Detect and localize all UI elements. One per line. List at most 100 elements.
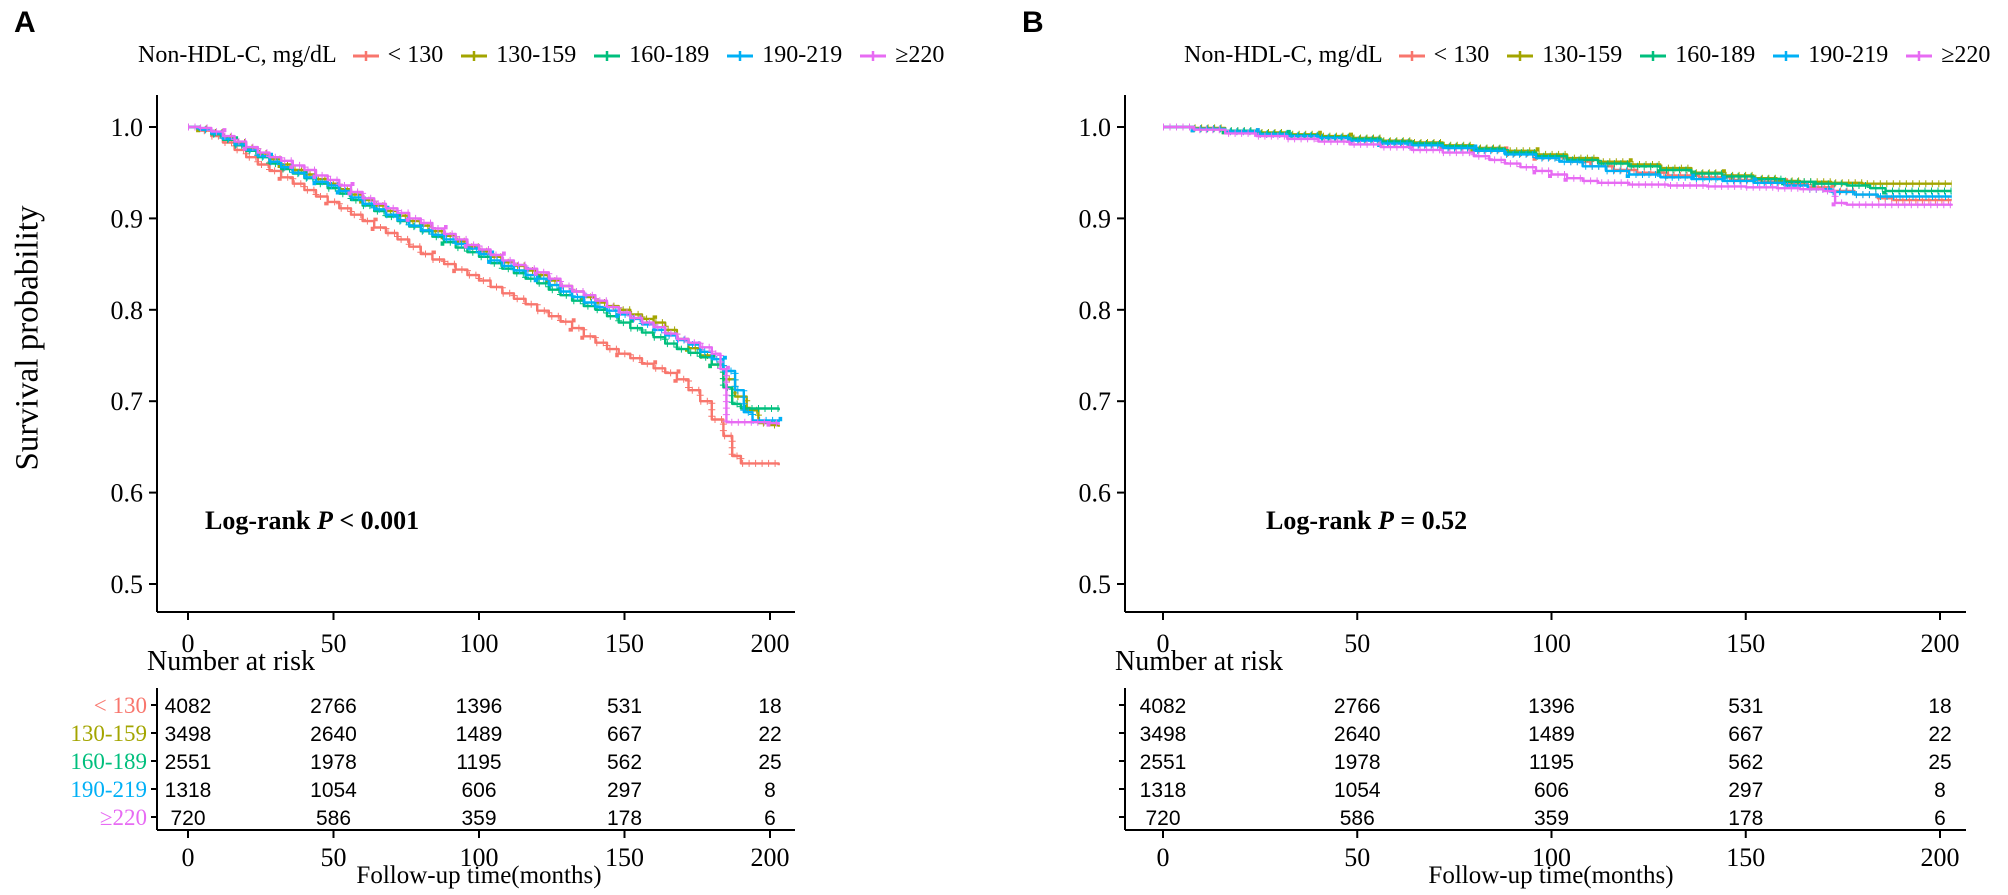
legend-item-label: ≥220 xyxy=(895,42,945,68)
y-tick-label: 0.6 xyxy=(1079,479,1112,508)
legend-key-icon xyxy=(1398,50,1425,61)
risk-value: 720 xyxy=(170,807,205,830)
risk-row-label: < 130 xyxy=(94,693,147,718)
risk-value: 4082 xyxy=(1140,695,1187,718)
risk-value: 1489 xyxy=(456,723,503,746)
y-tick-label: 1.0 xyxy=(1079,113,1112,142)
risk-value: 2551 xyxy=(165,751,212,774)
legend-key-icon xyxy=(1640,50,1667,61)
legend-key-icon xyxy=(594,50,621,61)
risk-value: 1489 xyxy=(1528,723,1575,746)
x-tick-label: 0 xyxy=(1157,629,1170,658)
x-tick-label: 50 xyxy=(1344,629,1370,658)
risk-value: 359 xyxy=(461,807,496,830)
risk-row-label: ≥220 xyxy=(100,805,147,830)
risk-value: 2640 xyxy=(1334,723,1381,746)
risk-value: 531 xyxy=(607,695,642,718)
risk-value: 25 xyxy=(758,751,781,774)
km-censor-ticks xyxy=(188,123,783,467)
number-at-risk-title-B: Number at risk xyxy=(1115,646,1283,677)
risk-value: 6 xyxy=(764,807,776,830)
logrank-annotation-A: Log-rank P < 0.001 xyxy=(205,506,420,535)
y-tick-label: 0.5 xyxy=(111,570,144,599)
x-tick-label: 150 xyxy=(1726,629,1765,658)
panel-A: A Non-HDL-C, mg/dL < 130 130-159 160-189 19… xyxy=(10,8,945,890)
km-curve xyxy=(188,125,780,466)
legend-item: ≥220 xyxy=(860,42,944,69)
y-tick-label: 0.9 xyxy=(111,204,144,233)
legend-item: < 130 xyxy=(352,42,444,69)
legend-item: 160-189 xyxy=(1640,42,1755,69)
y-tick-label: 0.8 xyxy=(111,296,144,325)
risk-value: 586 xyxy=(1340,807,1375,830)
risk-value: 2766 xyxy=(1334,695,1381,718)
risk-x-tick-label: 100 xyxy=(460,843,499,872)
risk-value: 1396 xyxy=(456,695,503,718)
risk-x-tick-label: 150 xyxy=(605,843,644,872)
risk-value: 1195 xyxy=(1529,751,1574,774)
legend-item-label: 160-189 xyxy=(1675,42,1756,68)
legend-item-label: < 130 xyxy=(387,42,444,68)
risk-value: 22 xyxy=(1928,723,1951,746)
y-tick-label: 0.5 xyxy=(1079,570,1112,599)
risk-value: 18 xyxy=(1928,695,1951,718)
legend-item: ≥220 xyxy=(1906,42,1990,69)
risk-value: 531 xyxy=(1728,695,1763,718)
risk-x-tick-label: 200 xyxy=(1921,843,1960,872)
risk-value: 1054 xyxy=(1334,779,1381,802)
risk-value: 178 xyxy=(1728,807,1763,830)
km-curve xyxy=(188,125,780,411)
legend-key-icon xyxy=(727,50,754,61)
x-tick-label: 200 xyxy=(1921,629,1960,658)
risk-x-tick-label: 50 xyxy=(321,843,347,872)
risk-value: 667 xyxy=(607,723,642,746)
risk-x-tick-label: 0 xyxy=(1157,843,1170,872)
risk-value: 2551 xyxy=(1140,751,1187,774)
risk-value: 3498 xyxy=(1140,723,1187,746)
risk-value: 1318 xyxy=(1140,779,1187,802)
risk-x-tick-label: 0 xyxy=(182,843,195,872)
x-tick-label: 0 xyxy=(182,629,195,658)
risk-value: 8 xyxy=(764,779,776,802)
risk-value: 586 xyxy=(316,807,351,830)
risk-value: 2766 xyxy=(310,695,357,718)
risk-x-tick-label: 150 xyxy=(1726,843,1765,872)
legend-key-icon xyxy=(1507,50,1534,61)
risk-row-label: 130-159 xyxy=(70,721,147,746)
risk-value: 1978 xyxy=(310,751,357,774)
legend-item: 130-159 xyxy=(1507,42,1622,69)
legend-item-label: < 130 xyxy=(1433,42,1490,68)
x-tick-label: 150 xyxy=(605,629,644,658)
risk-value: 3498 xyxy=(165,723,212,746)
risk-x-tick-label: 200 xyxy=(751,843,790,872)
legend-item: 190-219 xyxy=(727,42,842,69)
legend-item: 130-159 xyxy=(461,42,576,69)
y-tick-label: 0.7 xyxy=(111,387,144,416)
risk-value: 25 xyxy=(1928,751,1951,774)
panel-B: B Non-HDL-C, mg/dL < 130 130-159 160-189 19… xyxy=(1004,0,2008,895)
legend-title: Non-HDL-C, mg/dL xyxy=(1184,42,1383,68)
x-axis-title-B: Follow-up time(months) xyxy=(1428,862,1674,889)
risk-value: 562 xyxy=(607,751,642,774)
y-tick-label: 0.8 xyxy=(1079,296,1112,325)
y-tick-label: 0.6 xyxy=(111,479,144,508)
risk-x-tick-label: 100 xyxy=(1532,843,1571,872)
risk-value: 4082 xyxy=(165,695,212,718)
y-tick-label: 1.0 xyxy=(111,113,144,142)
risk-row-label: 160-189 xyxy=(70,749,147,774)
survival-plot-A: 1.0 0.9 0.8 0.7 0.6 0.5 0 50 100 150 200 < 130 4082 2… xyxy=(70,95,795,872)
legend-item-label: 160-189 xyxy=(629,42,710,68)
legend-items: < 130 130-159 160-189 190-219 ≥220 xyxy=(1398,42,1990,69)
risk-x-tick-label: 50 xyxy=(1344,843,1370,872)
legend-item-label: ≥220 xyxy=(1941,42,1991,68)
risk-value: 562 xyxy=(1728,751,1763,774)
risk-value: 297 xyxy=(607,779,642,802)
risk-value: 178 xyxy=(607,807,642,830)
legend-key-icon xyxy=(1906,50,1933,61)
x-tick-label: 50 xyxy=(321,629,347,658)
panel-letter-B: B xyxy=(1022,6,1044,39)
km-censor-ticks xyxy=(188,123,783,412)
risk-value: 1978 xyxy=(1334,751,1381,774)
legend-B: Non-HDL-C, mg/dL < 130 130-159 160-189 190-… xyxy=(1184,42,1990,69)
